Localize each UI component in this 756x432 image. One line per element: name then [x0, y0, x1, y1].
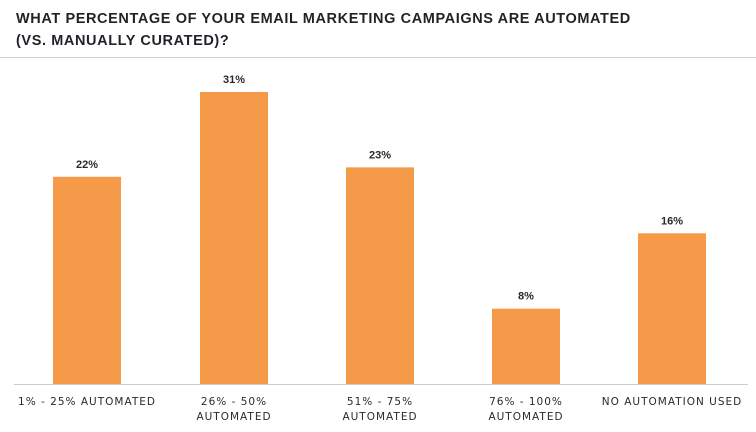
bar-value-label: 16% — [661, 215, 683, 227]
category-label-line: 26% - 50% — [201, 396, 267, 408]
bar-value-label: 22% — [76, 159, 98, 171]
bar — [638, 233, 706, 384]
category-label-line: 51% - 75% — [347, 396, 413, 408]
category-label: 26% - 50% AUTOMATED — [196, 396, 271, 423]
category-label: 76% - 100% AUTOMATED — [488, 396, 563, 423]
bar-value-label: 8% — [518, 291, 534, 303]
category-label: 1% - 25% AUTOMATED — [18, 396, 156, 408]
bar — [53, 176, 121, 384]
bar — [492, 308, 560, 384]
bar-value-label: 23% — [369, 149, 391, 161]
chart-title-line-1: WHAT PERCENTAGE OF YOUR EMAIL MARKETING … — [16, 11, 631, 27]
category-label-line: 76% - 100% — [489, 396, 563, 408]
chart-title-line-2: (VS. MANUALLY CURATED)? — [16, 33, 230, 49]
category-label: 51% - 75% AUTOMATED — [342, 396, 417, 423]
title-divider — [0, 57, 756, 58]
category-label-line: AUTOMATED — [196, 411, 271, 423]
category-label-line: NO AUTOMATION USED — [602, 396, 742, 408]
category-label-line: 1% - 25% AUTOMATED — [18, 396, 156, 408]
category-label-line: AUTOMATED — [488, 411, 563, 423]
category-label-line: AUTOMATED — [342, 411, 417, 423]
bar-value-label: 31% — [223, 74, 245, 86]
bar — [200, 92, 268, 384]
category-label: NO AUTOMATION USED — [602, 396, 742, 408]
chart-title: WHAT PERCENTAGE OF YOUR EMAIL MARKETING … — [16, 8, 736, 52]
bar — [346, 167, 414, 384]
